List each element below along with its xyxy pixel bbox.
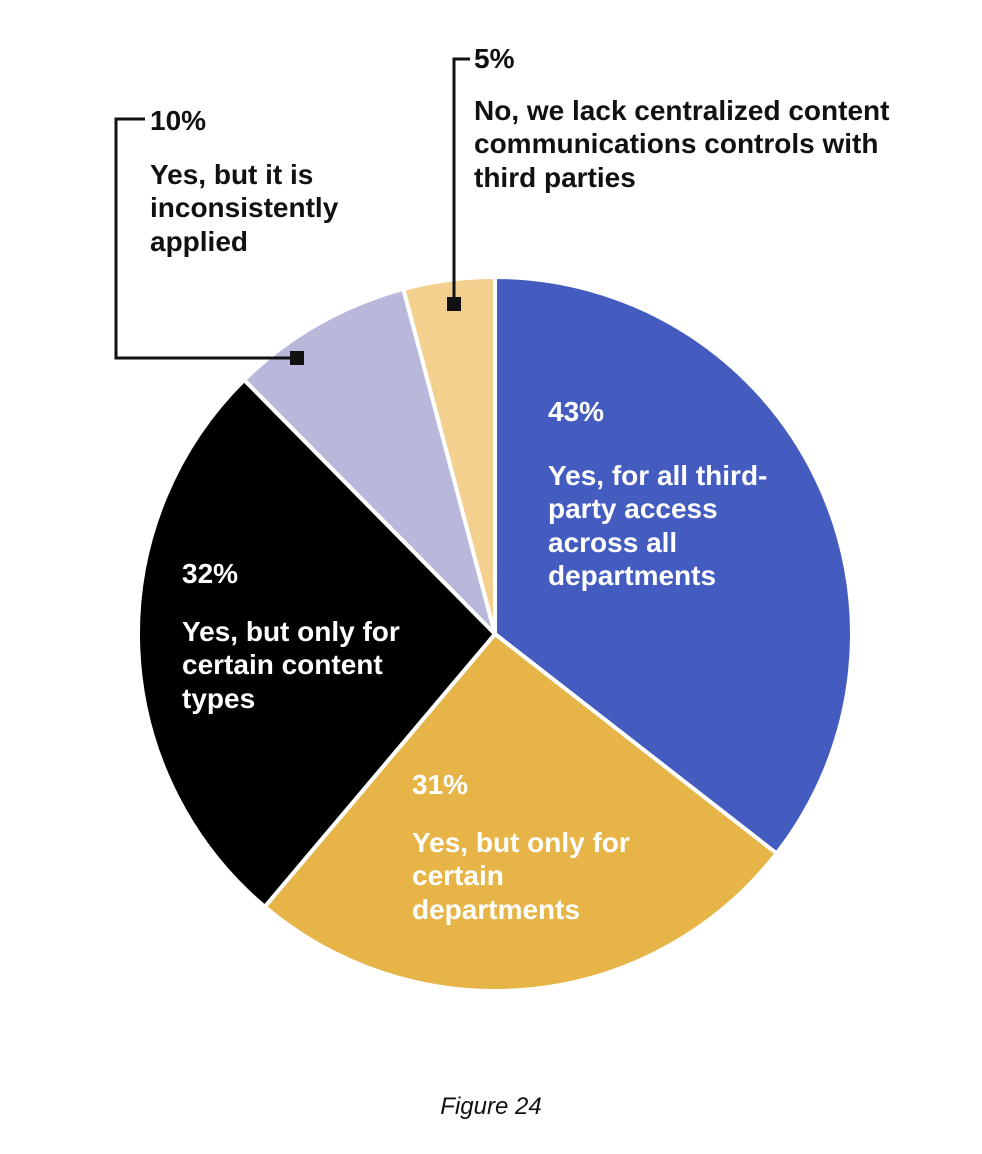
callout-description-10: Yes, but it is inconsistently applied xyxy=(150,158,339,257)
leader-marker-10pct xyxy=(290,351,304,365)
slice-percent-32: 32% xyxy=(182,558,239,589)
pie-slice-31 xyxy=(262,632,779,993)
pie-slice-32 xyxy=(136,377,497,909)
slice-label-43: 43% Yes, for all third-party access acro… xyxy=(548,395,808,593)
callout-label-10: 10% Yes, but it is inconsistently applie… xyxy=(150,104,385,258)
slice-description-43: Yes, for all third-party access across a… xyxy=(548,459,768,592)
slice-description-32: Yes, but only for certain content types xyxy=(182,615,400,714)
callout-description-5: No, we lack centralized content communic… xyxy=(474,94,890,193)
leader-marker-5pct xyxy=(447,297,461,311)
pie-slice-10 xyxy=(242,286,497,636)
pie-slices xyxy=(136,275,854,993)
slice-percent-31: 31% xyxy=(412,769,469,800)
slice-label-32: 32% Yes, but only for certain content ty… xyxy=(182,557,412,715)
pie-slice-43 xyxy=(493,275,854,856)
slice-label-31: 31% Yes, but only for certain department… xyxy=(412,768,632,926)
leader-line-5pct xyxy=(452,57,470,304)
callout-label-5: 5% No, we lack centralized content commu… xyxy=(474,42,914,194)
callout-percent-10: 10% xyxy=(150,105,207,136)
pie-slice-5 xyxy=(401,275,497,636)
callout-percent-5: 5% xyxy=(474,43,515,74)
slice-percent-43: 43% xyxy=(548,396,605,427)
leader-line-10pct xyxy=(114,117,297,360)
slice-description-31: Yes, but only for certain departments xyxy=(412,826,630,925)
figure-caption: Figure 24 xyxy=(440,1093,542,1120)
callout-leaders xyxy=(114,57,470,365)
